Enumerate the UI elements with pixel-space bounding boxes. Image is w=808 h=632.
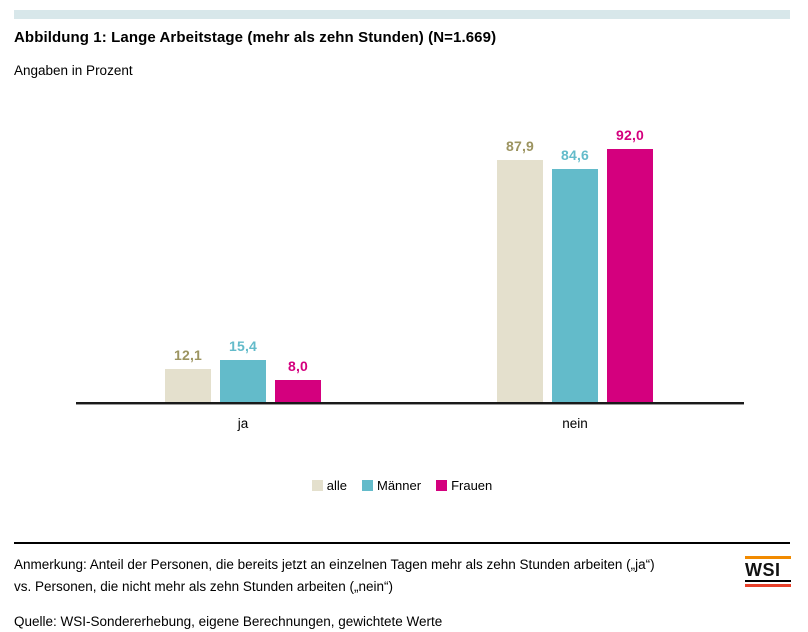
figure-title: Abbildung 1: Lange Arbeitstage (mehr als… xyxy=(14,29,497,46)
footer-divider xyxy=(14,542,790,544)
figure-note-line1: Anmerkung: Anteil der Personen, die bere… xyxy=(14,557,655,572)
bar-ja-alle: 12,1 xyxy=(165,347,211,402)
legend-item-frauen: Frauen xyxy=(436,478,492,493)
header-accent-bar xyxy=(14,10,790,19)
bar-nein-Frauen: 92,0 xyxy=(607,127,653,402)
legend-swatch-alle xyxy=(311,480,323,491)
figure-source: Quelle: WSI-Sondererhebung, eigene Berec… xyxy=(14,614,443,629)
wsi-logo-text: WSI xyxy=(745,559,791,582)
category-label-ja: ja xyxy=(237,416,249,431)
bar-value-nein-alle: 87,9 xyxy=(505,138,535,154)
document-page: Abbildung 1: Lange Arbeitstage (mehr als… xyxy=(0,10,808,630)
bar-value-ja-Männer: 15,4 xyxy=(228,338,258,354)
category-label-nein: nein xyxy=(562,416,588,431)
bar-ja-Männer: 15,4 xyxy=(220,338,266,402)
legend-item-alle: alle xyxy=(311,478,347,493)
bar-nein-alle: 87,9 xyxy=(497,138,543,402)
bar-chart: 12,1 15,4 8,0 ja 87,9 84,6 92,0 nein xyxy=(14,83,790,431)
bar-nein-Männer: 84,6 xyxy=(552,147,598,402)
chart-legend: alle Männer Frauen xyxy=(14,478,790,493)
legend-item-maenner: Männer xyxy=(361,478,422,493)
figure-note: Anmerkung: Anteil der Personen, die bere… xyxy=(14,554,674,598)
legend-label-maenner: Männer xyxy=(376,478,422,493)
wsi-logo: WSI xyxy=(745,556,791,587)
wsi-logo-red-bar xyxy=(745,584,791,587)
bar-value-nein-Frauen: 92,0 xyxy=(615,127,645,143)
bar-value-nein-Männer: 84,6 xyxy=(560,147,590,163)
x-axis-line xyxy=(76,402,744,405)
legend-label-frauen: Frauen xyxy=(451,478,493,493)
legend-swatch-maenner xyxy=(361,480,373,491)
bar-ja-Frauen: 8,0 xyxy=(275,358,321,402)
bar-value-ja-Frauen: 8,0 xyxy=(287,358,309,374)
legend-swatch-frauen xyxy=(436,480,448,491)
wsi-logo-orange-bar xyxy=(745,556,791,559)
bar-value-ja-alle: 12,1 xyxy=(173,347,203,363)
figure-note-line2: vs. Personen, die nicht mehr als zehn St… xyxy=(14,579,393,594)
figure-units-note: Angaben in Prozent xyxy=(14,63,133,78)
legend-label-alle: alle xyxy=(326,478,347,493)
